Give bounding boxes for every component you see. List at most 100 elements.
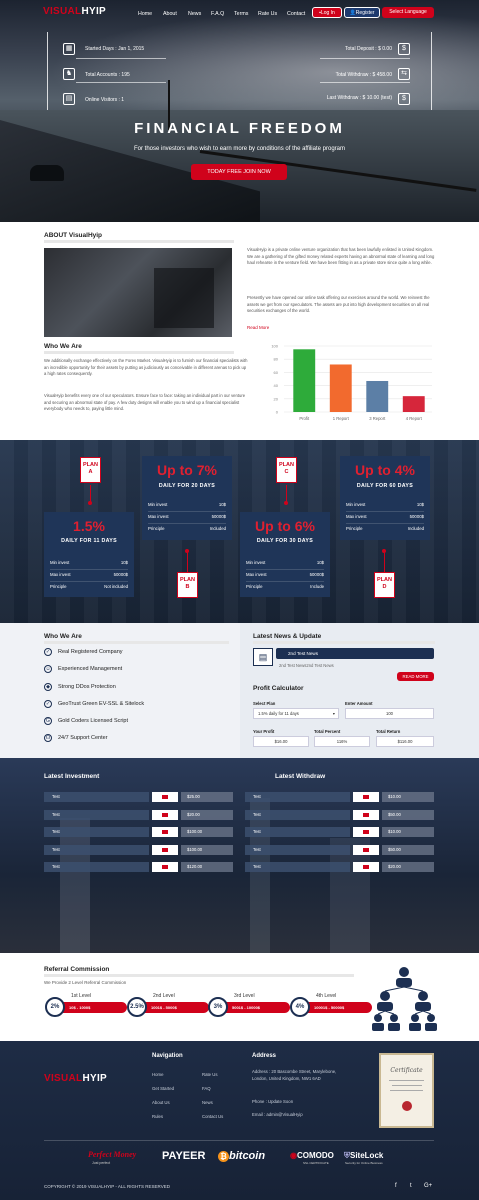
- twitter-icon[interactable]: t: [410, 1183, 412, 1189]
- footer-link[interactable]: About Us: [152, 1100, 170, 1105]
- plan-c-card[interactable]: Up to 6% DAILY FOR 30 DAYS Min invest 10$…: [240, 512, 330, 597]
- nav-news[interactable]: News: [188, 11, 202, 17]
- min-label: Min invest: [346, 502, 366, 507]
- min-label: Min invest: [148, 502, 168, 507]
- manager-icon: ☺: [44, 665, 52, 673]
- news-headline[interactable]: 2nd Test News: [276, 648, 434, 659]
- read-more-button[interactable]: READ MORE: [397, 672, 434, 681]
- footer-link[interactable]: FAQ: [202, 1086, 211, 1091]
- pm-logo-mark: [363, 847, 369, 852]
- comodo-icon: ◉: [290, 1151, 297, 1160]
- withdraw-row: Test $20.00: [245, 862, 435, 872]
- footer-link[interactable]: Get Started: [152, 1086, 174, 1091]
- frame-hline: [320, 58, 410, 59]
- max-value: 50000$: [113, 572, 128, 577]
- logo-text-b: HYIP: [82, 1073, 108, 1084]
- footer-link[interactable]: Home: [152, 1072, 164, 1077]
- license-icon: G: [44, 717, 52, 725]
- nav-terms[interactable]: Terms: [234, 11, 249, 17]
- google-plus-icon[interactable]: G+: [424, 1183, 433, 1189]
- payment-method-icon: [152, 827, 178, 837]
- plan-b-card[interactable]: Up to 7% DAILY FOR 20 DAYS Min invest 10$…: [142, 456, 232, 540]
- plan-b-rate: Up to 7%: [157, 462, 217, 478]
- newspaper-icon: ▤: [253, 648, 273, 666]
- pm-logo-mark: [162, 812, 168, 817]
- site-logo[interactable]: VISUALHYIP: [43, 6, 106, 17]
- payment-method-icon: [353, 827, 379, 837]
- min-value: 10$: [120, 560, 128, 565]
- plan-d-card[interactable]: Up to 4% DAILY FOR 60 DAYS Min invest 10$…: [340, 456, 430, 540]
- features-left-panel: [0, 623, 240, 758]
- bar: [366, 380, 389, 412]
- nav-home[interactable]: Home: [138, 11, 153, 17]
- transactions-section: [0, 758, 479, 953]
- row-name: Test: [245, 844, 350, 855]
- who-paragraph-2: VisualHyip benefits every one of our spe…: [44, 393, 246, 412]
- x-tick-label: 3 Report: [369, 416, 386, 421]
- pm-logo-mark: [363, 812, 369, 817]
- row-name: Test: [245, 827, 350, 837]
- withdraw-row: Test $10.00: [245, 827, 435, 837]
- pm-logo-mark: [162, 830, 168, 834]
- footer-link[interactable]: Contact Us: [202, 1114, 224, 1119]
- facebook-icon[interactable]: f: [395, 1183, 397, 1189]
- max-value: 50000$: [309, 572, 324, 577]
- min-value: 10$: [416, 502, 424, 507]
- amount-input[interactable]: 100: [345, 708, 434, 719]
- footer-email[interactable]: Email : admin@VisualHyip: [252, 1112, 303, 1117]
- principle-label: Principle: [50, 584, 67, 589]
- login-button[interactable]: ▪Log In: [312, 7, 342, 18]
- plan-d-tag-label: PLAN: [377, 577, 392, 583]
- nav-rate-us[interactable]: Rate Us: [258, 11, 278, 17]
- plan-b-tag: PLAN B: [177, 572, 198, 598]
- payment-method-icon: [152, 844, 178, 855]
- who-paragraph-1: We additionally exchange effectively on …: [44, 358, 248, 377]
- y-tick-label: 40: [274, 383, 279, 388]
- min-label: Min invest: [50, 560, 70, 565]
- payment-method-icon: [353, 809, 379, 820]
- pm-logo-mark: [363, 795, 369, 799]
- feature-label: Real Registered Company: [58, 649, 123, 655]
- nav-faq[interactable]: F.A.Q: [211, 11, 225, 17]
- footer-link[interactable]: News: [202, 1100, 213, 1105]
- plan-a-card[interactable]: 1.5% DAILY FOR 11 DAYS Min invest 10$ Max…: [44, 512, 134, 597]
- join-now-button[interactable]: TODAY FREE JOIN NOW: [191, 164, 287, 180]
- footer-logo[interactable]: VISUALHYIP: [44, 1073, 107, 1084]
- withdraw-row: Test $50.00: [245, 844, 435, 855]
- lock-icon: ▪: [319, 10, 321, 16]
- bitcoin-logo: ₿ bitcoin: [218, 1150, 265, 1162]
- level-percent: 4%: [290, 997, 310, 1017]
- certificate-line: [390, 1090, 423, 1091]
- max-label: Max invest: [148, 514, 169, 519]
- investment-row: Test $120.00: [44, 862, 234, 872]
- register-button[interactable]: 👤Register: [344, 7, 380, 18]
- bar: [329, 364, 352, 412]
- footer-link[interactable]: Rate Us: [202, 1072, 218, 1077]
- plan-a-connector: [90, 485, 91, 503]
- principle-label: Principle: [148, 526, 165, 531]
- ssl-icon: ✓: [44, 700, 52, 708]
- about-paragraph-1: VisualHyip is a private online venture o…: [247, 247, 435, 266]
- plan-a-rate: 1.5%: [73, 518, 105, 534]
- nav-about[interactable]: About: [163, 11, 177, 17]
- principle-value: Included: [209, 526, 226, 531]
- calc-title: Profit Calculator: [253, 685, 304, 692]
- referral-subtitle: We Provide 2 Level Referral Commission: [44, 980, 127, 985]
- plan-select[interactable]: 1.5% daily for 11 days ▾: [253, 708, 339, 719]
- footer-link[interactable]: Rules: [152, 1114, 163, 1119]
- plan-d-tag: PLAN D: [374, 572, 395, 598]
- percent-output: 116%: [314, 736, 370, 747]
- plan-c-connector: [286, 485, 287, 503]
- frame-hline: [76, 58, 166, 59]
- language-select[interactable]: Select Language: [382, 7, 434, 18]
- row-name: Test: [44, 862, 149, 872]
- certificate-title: Certificate: [390, 1067, 423, 1074]
- withdraw-row: Test $50.00: [245, 809, 435, 820]
- logo-text-a: VISUAL: [44, 1073, 83, 1084]
- nav-contact[interactable]: Contact: [287, 11, 306, 17]
- latest-investment-title: Latest Investment: [44, 773, 100, 780]
- read-more-link[interactable]: Read More: [247, 325, 270, 330]
- withdraw-icon: ⇆: [398, 68, 410, 80]
- max-value: 50000$: [409, 514, 424, 519]
- skyline-building: [60, 818, 90, 953]
